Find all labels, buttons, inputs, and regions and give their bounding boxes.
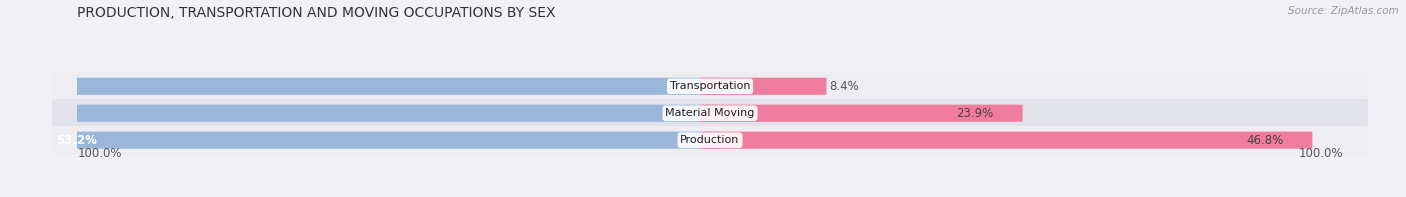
Text: Source: ZipAtlas.com: Source: ZipAtlas.com — [1288, 6, 1399, 16]
Text: Transportation: Transportation — [669, 81, 751, 91]
FancyBboxPatch shape — [700, 78, 827, 95]
FancyBboxPatch shape — [700, 132, 1312, 149]
Text: Material Moving: Material Moving — [665, 108, 755, 118]
FancyBboxPatch shape — [0, 78, 720, 95]
Text: 53.2%: 53.2% — [56, 134, 97, 147]
Text: Production: Production — [681, 135, 740, 145]
FancyBboxPatch shape — [52, 99, 1368, 127]
Text: 100.0%: 100.0% — [1298, 147, 1343, 160]
Text: PRODUCTION, TRANSPORTATION AND MOVING OCCUPATIONS BY SEX: PRODUCTION, TRANSPORTATION AND MOVING OC… — [77, 6, 555, 20]
Text: 100.0%: 100.0% — [77, 147, 122, 160]
FancyBboxPatch shape — [52, 72, 1368, 100]
FancyBboxPatch shape — [27, 132, 720, 149]
FancyBboxPatch shape — [52, 126, 1368, 154]
FancyBboxPatch shape — [0, 105, 720, 122]
Text: 46.8%: 46.8% — [1246, 134, 1284, 147]
Text: 23.9%: 23.9% — [956, 107, 994, 120]
FancyBboxPatch shape — [700, 105, 1022, 122]
Text: 8.4%: 8.4% — [830, 80, 859, 93]
